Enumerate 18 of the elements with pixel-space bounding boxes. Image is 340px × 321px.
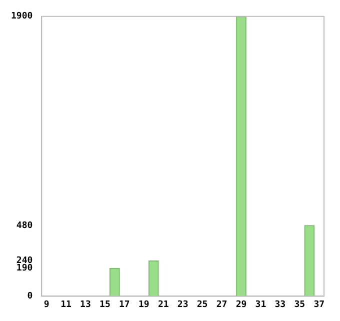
- y-tick-label: 1900: [10, 12, 33, 22]
- x-tick-label: 11: [60, 300, 72, 310]
- x-tick-label: 21: [158, 300, 169, 310]
- y-tick-label: 480: [16, 220, 33, 231]
- x-tick-label: 17: [119, 300, 130, 310]
- x-tick-label: 13: [80, 300, 91, 310]
- x-tick-label: 9: [44, 300, 50, 310]
- x-tick-label: 15: [100, 300, 110, 310]
- x-tick-label: 27: [216, 300, 228, 310]
- x-tick-label: 23: [177, 300, 188, 310]
- x-tick-label: 25: [196, 300, 208, 310]
- x-tick-label: 35: [294, 300, 306, 310]
- x-tick-label: 31: [255, 300, 266, 310]
- x-tick-label: 37: [314, 300, 325, 310]
- y-tick-label: 0: [27, 292, 33, 302]
- x-tick-label: 19: [138, 300, 150, 310]
- x-tick-label: 33: [274, 300, 286, 310]
- x-tick-label: 29: [236, 300, 247, 310]
